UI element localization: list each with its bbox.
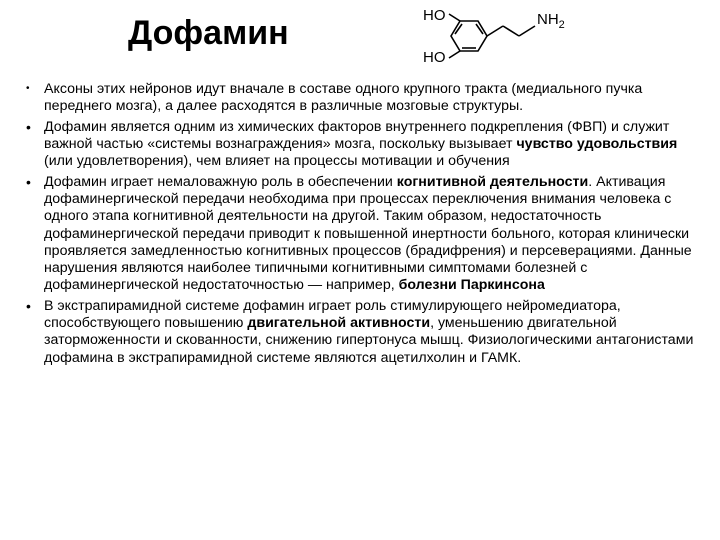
bullet-text: Аксоны этих нейронов идут вначале в сост… — [44, 81, 642, 114]
label-ho-top: HO — [423, 8, 446, 24]
list-item: Дофамин является одним из химических фак… — [18, 119, 702, 171]
bold-text: чувство удовольствия — [516, 136, 677, 152]
dopamine-structure: HO HO NH2 — [405, 8, 585, 69]
label-ho-bottom: HO — [423, 49, 446, 64]
page-title: Дофамин — [128, 14, 289, 53]
list-item: В экстрапирамидной системе дофамин играе… — [18, 298, 702, 367]
bullet-text: . Активация дофаминергической передачи н… — [44, 174, 692, 294]
bullet-text: Дофамин играет немаловажную роль в обесп… — [44, 174, 397, 190]
label-nh2: NH2 — [537, 11, 565, 31]
bullet-list: Аксоны этих нейронов идут вначале в сост… — [18, 81, 702, 367]
list-item: Дофамин играет немаловажную роль в обесп… — [18, 174, 702, 295]
bold-text: двигательной активности — [247, 315, 430, 331]
bold-text: когнитивной деятельности — [397, 174, 588, 190]
bullet-text: (или удовлетворения), чем влияет на проц… — [44, 153, 510, 169]
list-item: Аксоны этих нейронов идут вначале в сост… — [18, 81, 702, 116]
header-row: Дофамин HO HO NH2 — [18, 8, 702, 69]
bold-text: болезни Паркинсона — [399, 277, 545, 293]
